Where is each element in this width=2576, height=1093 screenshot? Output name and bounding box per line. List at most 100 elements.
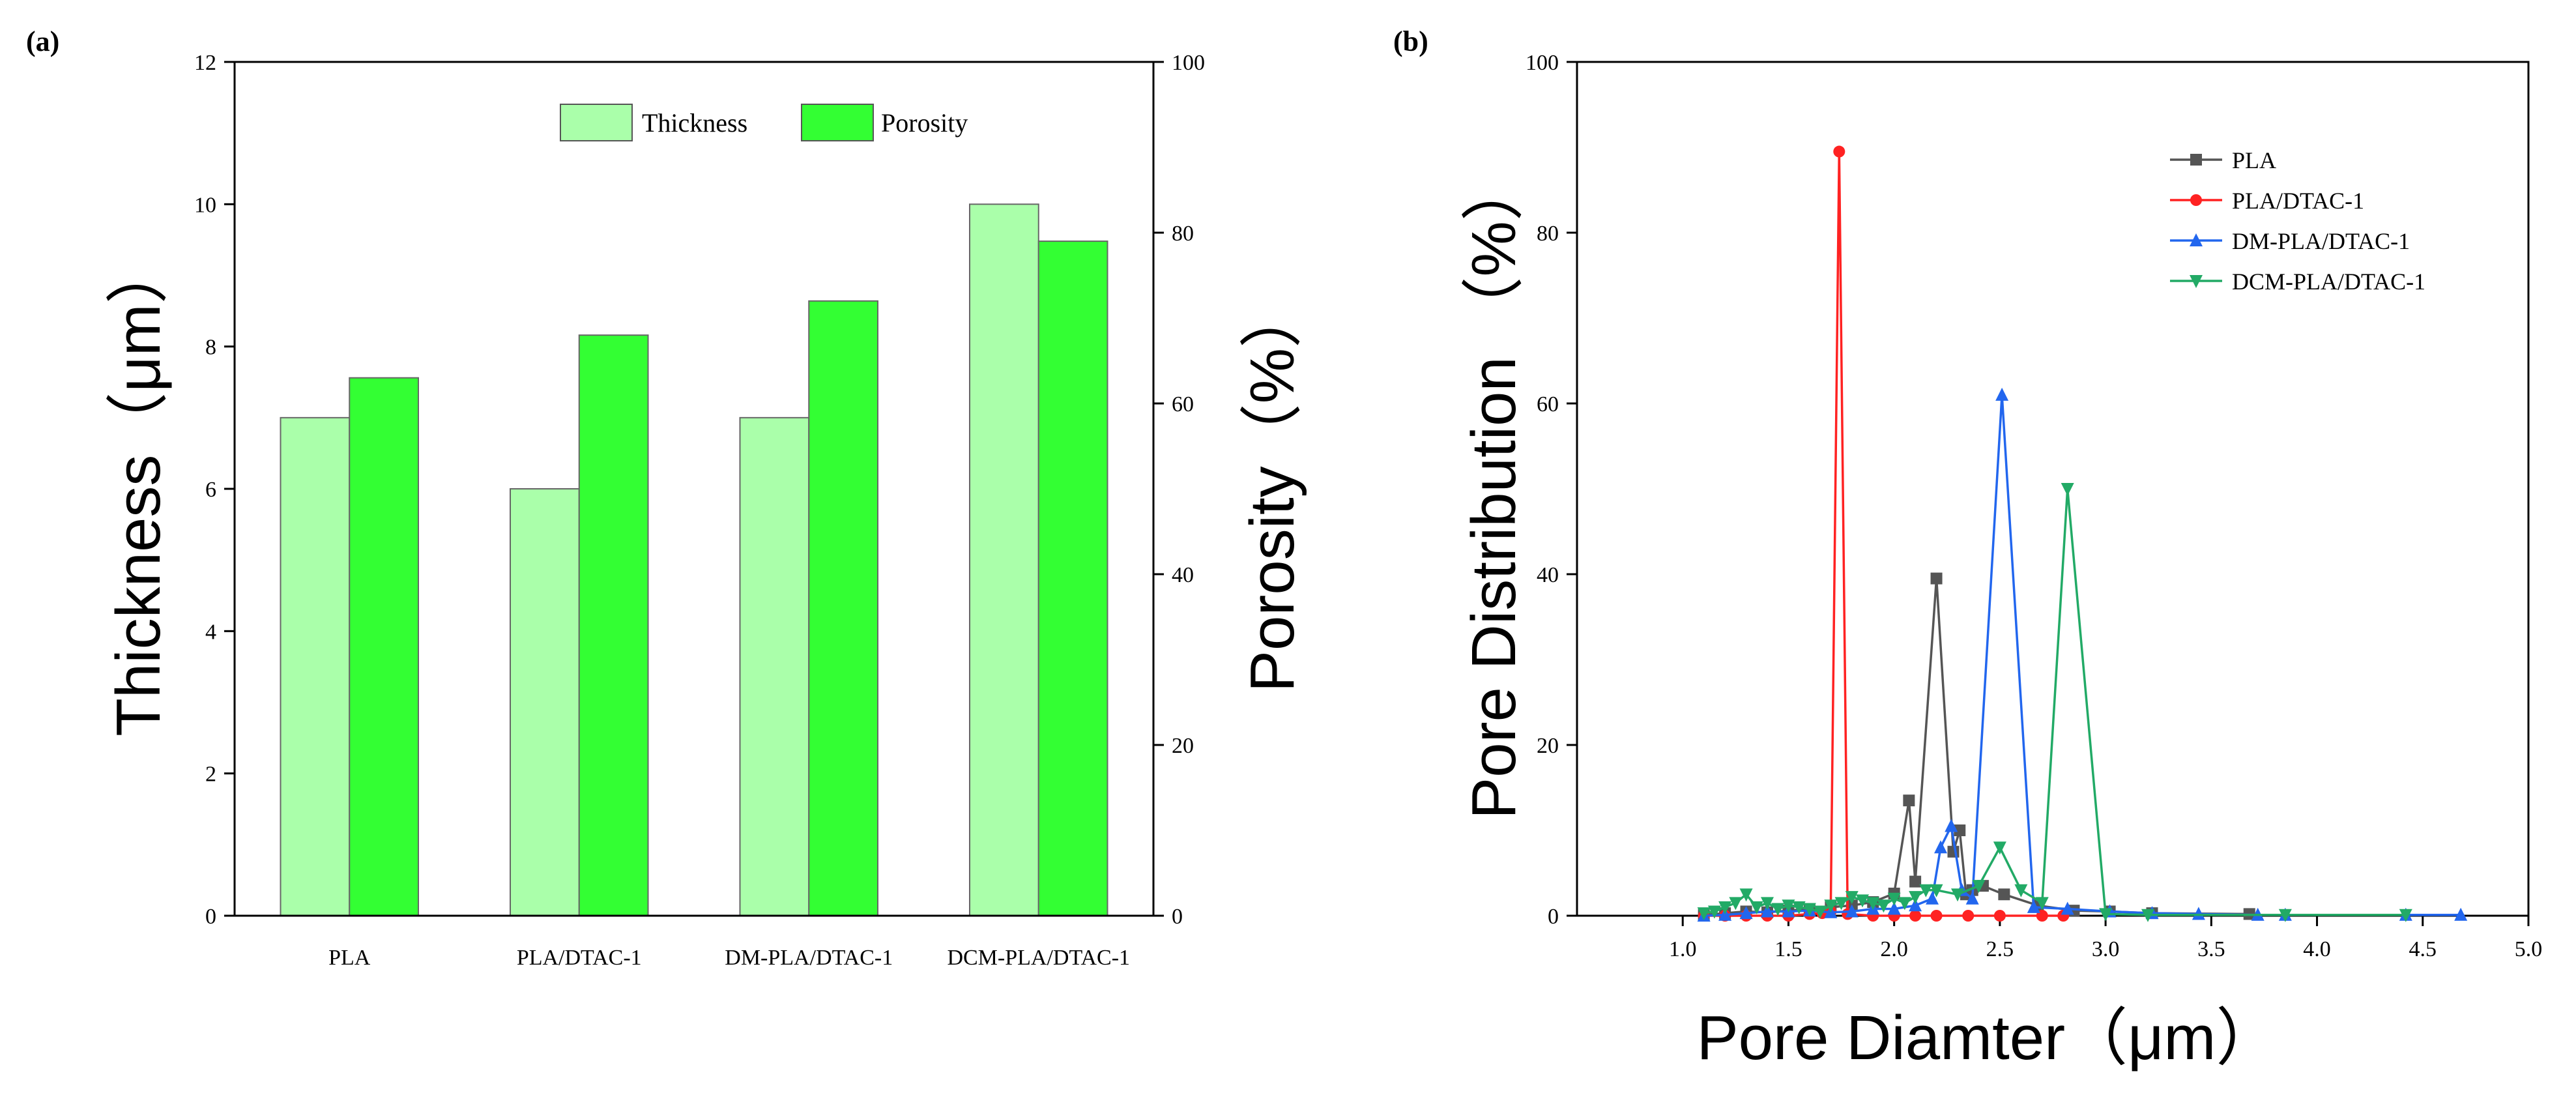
y-tick-label-left: 2 [205, 763, 216, 787]
legend-marker-pla-dtac-1 [2190, 194, 2202, 206]
y-tick-label-left: 0 [205, 905, 216, 929]
y-tick-label-right: 60 [1172, 392, 1194, 416]
bar-porosity-pla [349, 377, 419, 916]
point-dcm-pla-dtac-1 [2061, 483, 2074, 496]
legend-a: Thickness Porosity [560, 104, 968, 141]
y-tick-label-b: 20 [1537, 734, 1559, 758]
point-dcm-pla-dtac-1 [1761, 897, 1774, 911]
point-dm-pla-dtac-1 [1739, 906, 1753, 920]
legend-label-pla-dtac-1: PLA/DTAC-1 [2232, 188, 2364, 214]
x-tick-label-b: 2.5 [1986, 937, 2014, 961]
x-axis-title-b: Pore Diamter（μm） [1697, 1003, 2279, 1073]
point-dcm-pla-dtac-1 [1824, 899, 1838, 913]
point-dcm-pla-dtac-1 [1802, 903, 1816, 916]
point-dcm-pla-dtac-1 [1729, 897, 1743, 911]
y-tick-label-right: 20 [1172, 734, 1194, 758]
legend-marker-dcm-pla-dtac-1 [2190, 275, 2203, 288]
x-category-label: DCM-PLA/DTAC-1 [947, 946, 1130, 970]
point-pla [1998, 888, 2010, 901]
panel-b-label: (b) [1393, 25, 1428, 57]
point-dcm-pla-dtac-1 [1845, 891, 1859, 905]
y-axis-title-right: Porosity（%） [1237, 285, 1307, 692]
point-pla-dtac-1 [1930, 910, 1943, 922]
point-dcm-pla-dtac-1 [1866, 897, 1880, 911]
series-pla-dtac-1 [1698, 145, 2070, 922]
y-axis-right: 0 20 40 60 80 100 [1153, 51, 1205, 929]
x-category-label: PLA/DTAC-1 [517, 946, 642, 970]
point-dm-pla-dtac-1 [1934, 840, 1948, 854]
point-dcm-pla-dtac-1 [1792, 901, 1806, 914]
point-dcm-pla-dtac-1 [1834, 897, 1848, 911]
point-dm-pla-dtac-1 [2027, 899, 2040, 913]
point-dcm-pla-dtac-1 [1898, 897, 1911, 911]
legend-swatch-porosity [801, 104, 874, 141]
point-dcm-pla-dtac-1 [2099, 908, 2113, 922]
bar-thickness-pla-dtac-1 [510, 488, 580, 916]
bar-chart: 0 2 4 6 8 10 12 0 20 40 60 80 100 PLA PLA/DTAC-1 DM-P… [104, 51, 1307, 970]
legend-swatch-thickness [560, 104, 633, 141]
series-pla [1698, 572, 2255, 921]
bar-thickness-dcm-pla-dtac-1 [969, 203, 1039, 916]
point-dcm-pla-dtac-1 [1750, 901, 1763, 914]
point-dcm-pla-dtac-1 [2399, 909, 2412, 922]
y-tick-label-left: 12 [194, 51, 216, 75]
bar-porosity-dcm-pla-dtac-1 [1037, 240, 1108, 917]
y-axis-b: 0 20 40 60 80 100 [1526, 51, 1577, 929]
bar-porosity-pla-dtac-1 [578, 334, 649, 916]
point-pla-dtac-1 [1909, 910, 1922, 922]
point-dcm-pla-dtac-1 [1887, 892, 1901, 906]
x-axis-b: 1.0 1.5 2.0 2.5 3.0 3.5 4.0 4.5 5.0 [1669, 916, 2542, 961]
point-dm-pla-dtac-1 [1761, 904, 1774, 918]
bar-thickness-dm-pla-dtac-1 [739, 416, 810, 916]
point-pla [1909, 875, 1922, 888]
point-pla [1930, 572, 1943, 585]
point-dm-pla-dtac-1 [1995, 387, 2009, 401]
point-dcm-pla-dtac-1 [1972, 880, 1986, 894]
point-dcm-pla-dtac-1 [1909, 891, 1922, 905]
point-dcm-pla-dtac-1 [1707, 905, 1721, 919]
point-dcm-pla-dtac-1 [1856, 894, 1869, 908]
point-pla-dtac-1 [1833, 145, 1845, 158]
x-category-label: PLA [328, 946, 371, 970]
y-tick-label-b: 40 [1537, 563, 1559, 587]
y-tick-label-b: 80 [1537, 222, 1559, 246]
x-tick-label-b: 3.0 [2092, 937, 2120, 961]
line-chart: 0 20 40 60 80 100 1.0 1.5 2.0 2.5 3.0 3.5 4.0 4.5 5.0… [1459, 51, 2542, 1073]
legend-b: PLA PLA/DTAC-1 DM-PLA/DTAC-1 DCM-PLA/DTAC-1 [2170, 147, 2425, 295]
y-axis-title-left: Thickness（μm） [104, 241, 173, 736]
legend-item-pla: PLA [2170, 147, 2276, 173]
point-dcm-pla-dtac-1 [1877, 899, 1890, 913]
legend-label-dm-pla-dtac-1: DM-PLA/DTAC-1 [2232, 228, 2410, 254]
legend-marker-pla [2190, 154, 2202, 166]
legend-item-pla-dtac-1: PLA/DTAC-1 [2170, 188, 2364, 214]
point-dm-pla-dtac-1 [2454, 907, 2468, 921]
legend-item-dm-pla-dtac-1: DM-PLA/DTAC-1 [2170, 228, 2410, 254]
x-tick-label-b: 1.5 [1774, 937, 1802, 961]
y-tick-label-b: 0 [1548, 905, 1559, 929]
point-dcm-pla-dtac-1 [2014, 884, 2028, 897]
line-pla-dtac-1 [1703, 151, 2064, 917]
point-pla [1903, 794, 1915, 807]
plot-frame-b [1576, 61, 2530, 917]
line-dcm-pla-dtac-1 [1703, 488, 2406, 916]
point-dcm-pla-dtac-1 [1718, 901, 1732, 914]
point-dcm-pla-dtac-1 [1739, 888, 1753, 902]
y-tick-label-left: 10 [194, 193, 216, 217]
legend-label-pla: PLA [2232, 147, 2276, 173]
bar-thickness-pla [280, 416, 351, 916]
point-dcm-pla-dtac-1 [1930, 884, 1943, 897]
point-dm-pla-dtac-1 [1945, 819, 1958, 832]
point-dm-pla-dtac-1 [1909, 898, 1922, 912]
bar-porosity-dm-pla-dtac-1 [808, 300, 878, 916]
y-tick-label-right: 100 [1172, 51, 1205, 75]
point-dcm-pla-dtac-1 [1951, 888, 1964, 902]
y-axis-title-b: Pore Distribution （%） [1459, 158, 1529, 819]
point-dcm-pla-dtac-1 [1919, 884, 1933, 897]
point-dcm-pla-dtac-1 [2141, 909, 2154, 922]
point-pla-dtac-1 [1993, 910, 2006, 922]
legend-marker-dm-pla-dtac-1 [2190, 233, 2203, 246]
point-dm-pla-dtac-1 [2061, 901, 2074, 915]
x-tick-label-b: 2.0 [1880, 937, 1908, 961]
series-dcm-pla-dtac-1 [1697, 483, 2412, 922]
